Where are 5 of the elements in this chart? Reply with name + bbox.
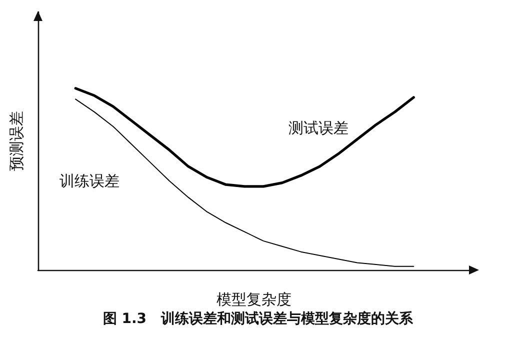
caption: 图 1.3 训练误差和测试误差与模型复杂度的关系 (102, 310, 414, 327)
series-label: 训练误差 (59, 172, 120, 190)
x-axis-title: 模型复杂度 (216, 290, 292, 308)
y-axis-title: 预测误差 (8, 111, 26, 171)
series-label: 测试误差 (288, 119, 349, 138)
